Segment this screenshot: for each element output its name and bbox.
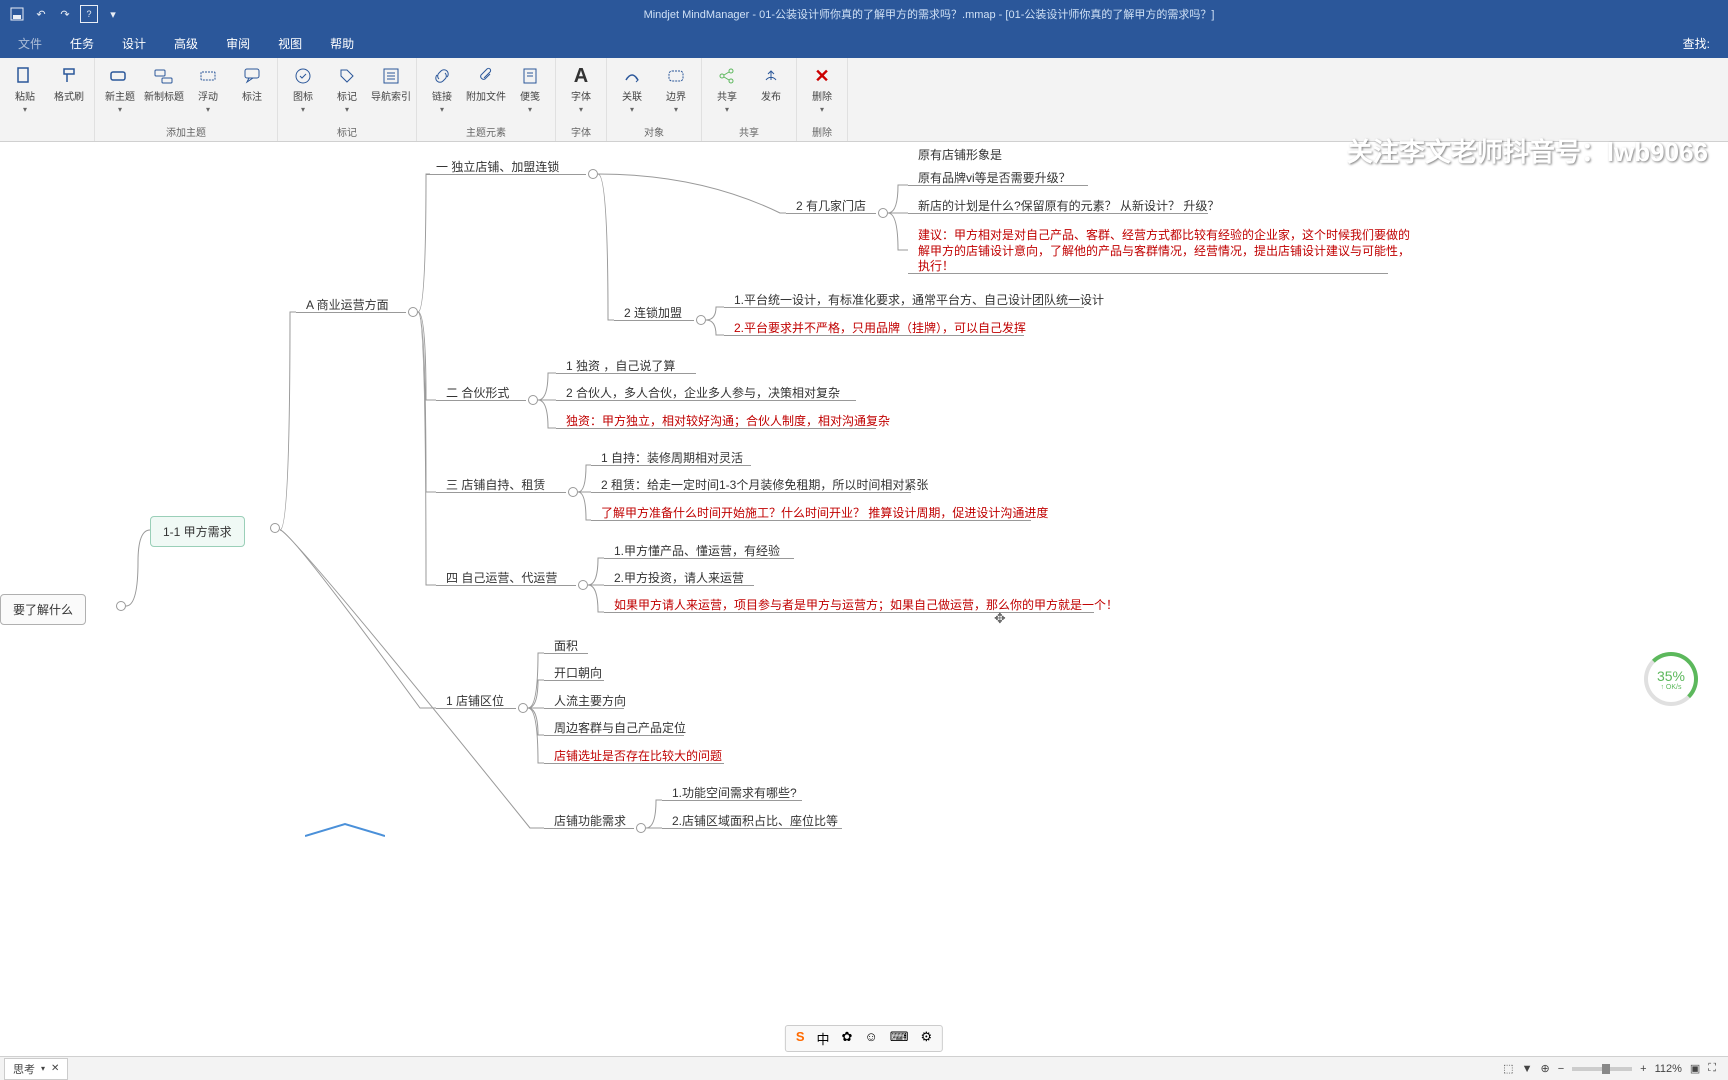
zoom-out-icon[interactable]: − xyxy=(1558,1063,1564,1075)
mindmap-canvas[interactable]: 要了解什么 1-1 甲方需求 A 商业运营方面 一 独立店铺、加盟连锁 2 有几… xyxy=(0,142,1728,1052)
watermark-text: 关注李文老师抖音号：lwb9066 xyxy=(1347,132,1708,169)
ime-punct-icon[interactable]: ✿ xyxy=(842,1029,853,1048)
relate-button[interactable]: 关联▾ xyxy=(611,60,653,122)
tab-advanced[interactable]: 高级 xyxy=(160,29,212,58)
fullscreen-icon[interactable]: ⛶ xyxy=(1708,1062,1716,1075)
connector-icon[interactable] xyxy=(578,580,588,590)
collapse-indicator-icon[interactable] xyxy=(305,822,385,838)
format-painter-button[interactable]: 格式刷 xyxy=(48,60,90,126)
ribbon-group-share: 共享▾ 发布 共享 xyxy=(702,58,797,141)
tab-design[interactable]: 设计 xyxy=(108,29,160,58)
connector-icon[interactable] xyxy=(408,307,418,317)
connector-icon[interactable] xyxy=(588,169,598,179)
doc-tab-dropdown-icon[interactable]: ▾ xyxy=(41,1064,45,1073)
callout-button[interactable]: 标注 xyxy=(231,60,273,122)
tag-button[interactable]: 标记▾ xyxy=(326,60,368,122)
save-icon[interactable] xyxy=(8,5,26,23)
connector-icon[interactable] xyxy=(568,487,578,497)
connector-icon[interactable] xyxy=(696,315,706,325)
ime-emoji-icon[interactable]: ☺ xyxy=(864,1029,877,1048)
move-cursor-icon: ✥ xyxy=(994,610,1006,627)
ribbon: 粘贴▾ 格式刷 新主题▾ 新制标题 浮动▾ 标注 添加主题 图标▾ 标记▾ 导航… xyxy=(0,58,1728,142)
font-button[interactable]: A字体▾ xyxy=(560,60,602,122)
window-title: Mindjet MindManager - 01-公装设计师你真的了解甲方的需求… xyxy=(130,6,1728,22)
ring-sub: ↑ OK/s xyxy=(1660,684,1681,691)
ribbon-group-markers: 图标▾ 标记▾ 导航索引 标记 xyxy=(278,58,417,141)
node-a1-2-0[interactable]: 原有店铺形象是 xyxy=(912,144,1008,165)
undo-icon[interactable]: ↶ xyxy=(32,5,50,23)
tab-help[interactable]: 帮助 xyxy=(316,29,368,58)
doc-tab-close-icon[interactable]: ✕ xyxy=(51,1063,59,1074)
funnel-icon[interactable]: ▼ xyxy=(1522,1063,1533,1075)
float-button[interactable]: 浮动▾ xyxy=(187,60,229,122)
ribbon-group-font: A字体▾ 字体 xyxy=(556,58,607,141)
index-button[interactable]: 导航索引 xyxy=(370,60,412,122)
zoom-level[interactable]: 112% xyxy=(1655,1063,1682,1075)
ribbon-tabs: 文件 任务 设计 高级 审阅 视图 帮助 查找: xyxy=(0,28,1728,58)
ribbon-group-add-topic: 新主题▾ 新制标题 浮动▾ 标注 添加主题 xyxy=(95,58,278,141)
zoom-slider[interactable] xyxy=(1572,1067,1632,1071)
ribbon-group-delete: ✕删除▾ 删除 xyxy=(797,58,848,141)
connector-icon[interactable] xyxy=(636,823,646,833)
connector-icon[interactable] xyxy=(878,208,888,218)
connector-icon[interactable] xyxy=(116,601,126,611)
title-bar: ↶ ↷ ? ▾ Mindjet MindManager - 01-公装设计师你真… xyxy=(0,0,1728,28)
ribbon-group-clipboard: 粘贴▾ 格式刷 xyxy=(0,58,95,141)
ribbon-group-elements: 链接▾ 附加文件 便笺▾ 主题元素 xyxy=(417,58,556,141)
new-subtopic-button[interactable]: 新制标题 xyxy=(143,60,185,122)
node-l1[interactable]: 1-1 甲方需求 xyxy=(150,516,245,547)
ime-lang[interactable]: 中 xyxy=(817,1029,830,1048)
root-node[interactable]: 要了解什么 xyxy=(0,594,86,625)
help-icon[interactable]: ? xyxy=(80,5,98,23)
filter-icon[interactable]: ⬚ xyxy=(1503,1062,1513,1075)
link-button[interactable]: 链接▾ xyxy=(421,60,463,122)
new-topic-button[interactable]: 新主题▾ xyxy=(99,60,141,122)
document-tab[interactable]: 思考 ▾ ✕ xyxy=(4,1058,68,1080)
view-mode-icon[interactable]: ▣ xyxy=(1690,1062,1700,1075)
icons-button[interactable]: 图标▾ xyxy=(282,60,324,122)
ime-settings-icon[interactable]: ⚙ xyxy=(920,1029,932,1048)
tab-review[interactable]: 审阅 xyxy=(212,29,264,58)
tab-task[interactable]: 任务 xyxy=(56,29,108,58)
ime-logo-icon[interactable]: S xyxy=(796,1029,805,1048)
status-bar: 思考 ▾ ✕ ⬚ ▼ ⊕ − + 112% ▣ ⛶ xyxy=(0,1056,1728,1080)
connector-icon[interactable] xyxy=(270,523,280,533)
redo-icon[interactable]: ↷ xyxy=(56,5,74,23)
ring-percent: 35% xyxy=(1657,668,1685,684)
boundary-button[interactable]: 边界▾ xyxy=(655,60,697,122)
ribbon-group-object: 关联▾ 边界▾ 对象 xyxy=(607,58,702,141)
zoom-fit-icon[interactable]: ⊕ xyxy=(1540,1062,1549,1075)
progress-ring: 35% ↑ OK/s xyxy=(1644,652,1698,706)
zoom-in-icon[interactable]: + xyxy=(1640,1063,1646,1075)
find-label[interactable]: 查找: xyxy=(1665,29,1728,58)
ime-toolbar[interactable]: S 中 ✿ ☺ ⌨ ⚙ xyxy=(785,1025,943,1052)
tab-view[interactable]: 视图 xyxy=(264,29,316,58)
node-a1-2-4[interactable]: 解甲方的店铺设计意向，了解他的产品与客群情况，经营情况，提出店铺设计建议与可能性… xyxy=(912,240,1416,261)
qat-dropdown-icon[interactable]: ▾ xyxy=(104,5,122,23)
note-button[interactable]: 便笺▾ xyxy=(509,60,551,122)
quick-access-toolbar: ↶ ↷ ? ▾ xyxy=(0,5,130,23)
tab-file[interactable]: 文件 xyxy=(4,29,56,58)
connector-icon[interactable] xyxy=(528,395,538,405)
publish-button[interactable]: 发布 xyxy=(750,60,792,122)
ime-keyboard-icon[interactable]: ⌨ xyxy=(890,1029,909,1048)
paste-button[interactable]: 粘贴▾ xyxy=(4,60,46,126)
attach-button[interactable]: 附加文件 xyxy=(465,60,507,122)
share-button[interactable]: 共享▾ xyxy=(706,60,748,122)
delete-button[interactable]: ✕删除▾ xyxy=(801,60,843,122)
connector-icon[interactable] xyxy=(518,703,528,713)
